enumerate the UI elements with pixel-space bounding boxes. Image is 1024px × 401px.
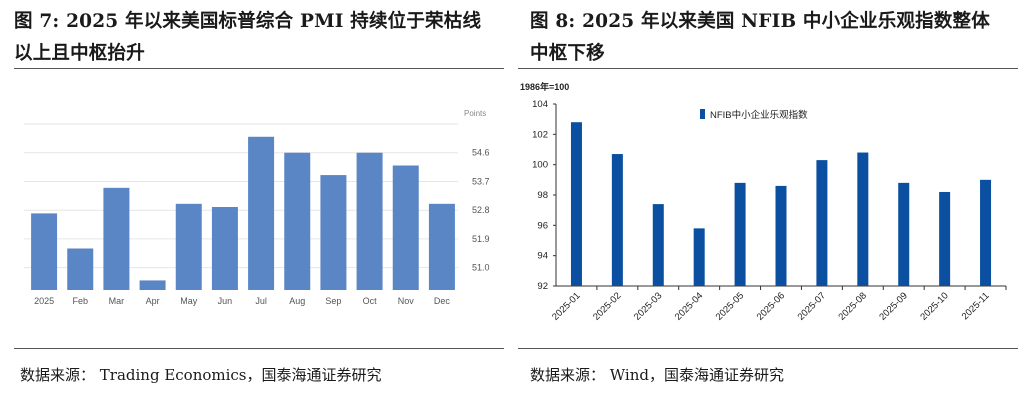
right-source-rule (518, 348, 1018, 349)
nfib-bar (898, 182, 910, 286)
legend-label: NFIB中小企业乐观指数 (710, 109, 808, 121)
unit-note: 1986年=100 (520, 81, 569, 92)
left-source-note: 数据来源： Trading Economics，国泰海通证券研究 (20, 366, 382, 384)
x-tick-label: May (180, 296, 198, 306)
nfib-bar-chart: 1986年=100 92 94 96 98 100 102 104 NFIB中小企业乐观指数 20… (520, 81, 1007, 323)
x-tick-label: Mar (109, 296, 125, 306)
x-tick-label: 2025-09 (877, 290, 909, 322)
pmi-bar (31, 213, 58, 290)
nfib-bar (939, 191, 951, 286)
nfib-bar (816, 160, 828, 286)
nfib-bar (775, 185, 787, 286)
y-tick-label: 92 (537, 281, 548, 292)
y-tick-label: 100 (532, 160, 548, 171)
nfib-bar (570, 122, 582, 286)
pmi-bar (103, 187, 130, 290)
nfib-bar (652, 204, 664, 286)
pmi-bar (320, 175, 347, 290)
right-figure-title: 图 8: 2025 年以来美国 NFIB 中小企业乐观指数整体 中枢下移 (530, 6, 990, 70)
pmi-bar (139, 280, 166, 290)
x-tick-label: 2025-08 (837, 290, 869, 322)
pmi-bar-chart: 51.0 51.9 52.8 53.7 54.6 Points 2025 Feb Mar Apr M… (24, 109, 490, 306)
right-title-line1: 图 8: 2025 年以来美国 NFIB 中小企业乐观指数整体 (530, 11, 990, 32)
pmi-bar (67, 248, 94, 290)
pmi-bar (211, 207, 238, 290)
x-tick-label: Dec (434, 296, 451, 306)
y-tick-label: 104 (532, 99, 548, 110)
y-tick-label: 98 (537, 190, 548, 201)
right-figure-panel: 图 8: 2025 年以来美国 NFIB 中小企业乐观指数整体 中枢下移 198… (516, 0, 1024, 401)
x-tick-label: Sep (325, 296, 341, 306)
right-title-rule (518, 68, 1018, 69)
nfib-bar (980, 179, 992, 286)
nfib-bar (857, 152, 869, 286)
x-tick-label: 2025-07 (796, 290, 828, 322)
x-tick-label: 2025-03 (632, 290, 664, 322)
y-tick-label: 51.9 (472, 234, 490, 244)
pmi-bar (284, 152, 311, 290)
y-tick-label: 54.6 (472, 148, 490, 158)
pmi-bar (175, 203, 202, 290)
x-tick-label: 2025-04 (673, 290, 705, 322)
x-tick-label: Feb (72, 296, 88, 306)
y-tick-label: 94 (537, 251, 548, 262)
pmi-bar (356, 152, 383, 290)
x-tick-label: 2025-02 (591, 290, 623, 322)
x-tick-label: 2025-06 (755, 290, 787, 322)
pmi-bar (428, 203, 455, 290)
x-tick-label: Jul (255, 296, 267, 306)
y-unit-label: Points (464, 109, 486, 118)
right-title-line2: 中枢下移 (530, 43, 605, 64)
x-tick-label: 2025 (34, 296, 54, 306)
x-tick-label: 2025-05 (714, 290, 746, 322)
y-tick-label: 52.8 (472, 205, 490, 215)
left-title-rule (14, 68, 504, 69)
left-figure-title: 图 7: 2025 年以来美国标普综合 PMI 持续位于荣枯线 以上且中枢抬升 (14, 6, 481, 70)
x-tick-label: Oct (363, 296, 378, 306)
nfib-bar (734, 182, 746, 286)
pmi-bar (248, 136, 275, 290)
nfib-bar (611, 154, 623, 286)
legend-swatch (700, 109, 705, 119)
nfib-bar (693, 228, 705, 286)
right-source-note: 数据来源： Wind，国泰海通证券研究 (530, 366, 784, 384)
x-tick-label: Aug (289, 296, 305, 306)
left-figure-panel: 图 7: 2025 年以来美国标普综合 PMI 持续位于荣枯线 以上且中枢抬升 … (0, 0, 508, 401)
y-tick-label: 102 (532, 129, 548, 140)
x-tick-label: Nov (398, 296, 415, 306)
x-tick-label: Apr (146, 296, 160, 306)
x-tick-label: 2025-11 (960, 290, 992, 322)
left-source-rule (14, 348, 504, 349)
y-tick-label: 53.7 (472, 176, 490, 186)
x-tick-label: Jun (218, 296, 233, 306)
left-title-line2: 以上且中枢抬升 (14, 43, 145, 64)
x-tick-label: 2025-01 (550, 290, 582, 322)
y-tick-label: 96 (537, 220, 548, 231)
x-tick-label: 2025-10 (918, 290, 950, 322)
y-tick-label: 51.0 (472, 263, 490, 273)
left-title-line1: 图 7: 2025 年以来美国标普综合 PMI 持续位于荣枯线 (14, 11, 482, 32)
pmi-bar (392, 165, 419, 290)
